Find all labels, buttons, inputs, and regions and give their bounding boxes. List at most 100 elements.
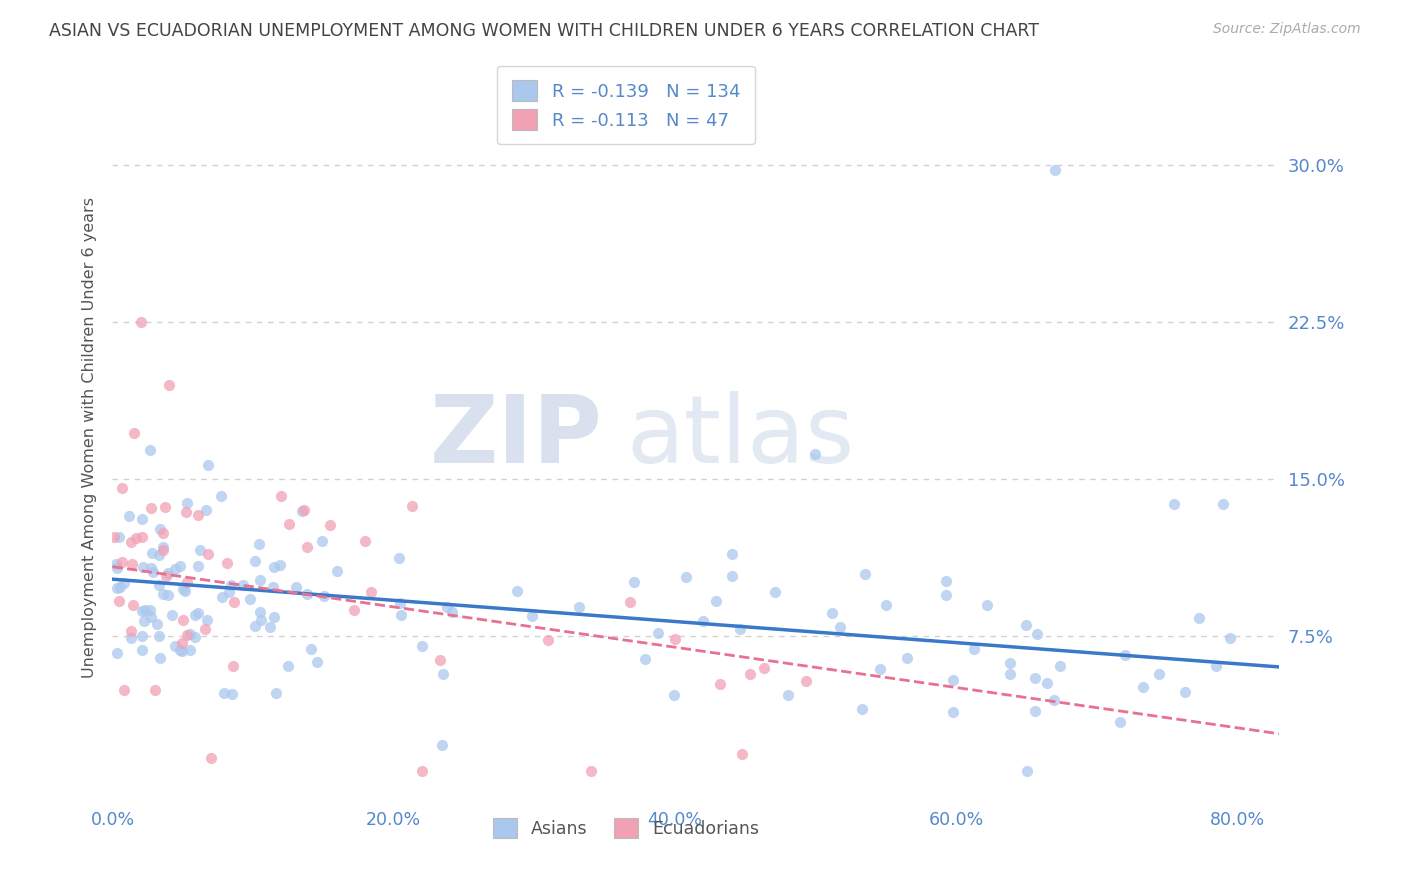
Point bbox=[264, 686, 287, 700]
Point bbox=[152, 541, 174, 555]
Point bbox=[232, 578, 254, 592]
Point bbox=[214, 686, 236, 700]
Point bbox=[728, 622, 751, 636]
Point bbox=[104, 558, 127, 572]
Point bbox=[146, 617, 169, 632]
Point bbox=[170, 636, 193, 650]
Point bbox=[195, 503, 218, 517]
Point bbox=[105, 581, 128, 595]
Point bbox=[319, 517, 342, 532]
Point bbox=[623, 574, 645, 589]
Point bbox=[149, 651, 172, 665]
Point bbox=[148, 578, 170, 592]
Point bbox=[141, 561, 163, 575]
Point bbox=[721, 568, 744, 582]
Point bbox=[160, 608, 183, 623]
Point bbox=[311, 533, 333, 548]
Point bbox=[794, 673, 817, 688]
Point bbox=[1024, 705, 1046, 719]
Text: ASIAN VS ECUADORIAN UNEMPLOYMENT AMONG WOMEN WITH CHILDREN UNDER 6 YEARS CORRELA: ASIAN VS ECUADORIAN UNEMPLOYMENT AMONG W… bbox=[49, 22, 1039, 40]
Point bbox=[239, 591, 262, 606]
Point bbox=[184, 608, 207, 623]
Point bbox=[269, 558, 291, 572]
Point bbox=[139, 500, 162, 515]
Point bbox=[935, 589, 957, 603]
Point bbox=[215, 556, 238, 570]
Point bbox=[156, 566, 179, 580]
Point bbox=[108, 580, 131, 594]
Point bbox=[169, 559, 191, 574]
Point bbox=[505, 583, 527, 598]
Point bbox=[174, 505, 197, 519]
Point bbox=[704, 594, 727, 608]
Point bbox=[869, 662, 891, 676]
Point bbox=[169, 643, 191, 657]
Point bbox=[131, 512, 153, 526]
Point bbox=[411, 639, 433, 653]
Point bbox=[112, 683, 135, 698]
Point bbox=[148, 548, 170, 562]
Point bbox=[122, 598, 145, 612]
Point bbox=[963, 642, 986, 657]
Point bbox=[731, 747, 754, 761]
Point bbox=[1109, 714, 1132, 729]
Point bbox=[131, 643, 153, 657]
Point bbox=[187, 508, 209, 523]
Point bbox=[176, 575, 198, 590]
Point bbox=[1163, 497, 1185, 511]
Point bbox=[143, 683, 166, 698]
Point bbox=[1149, 667, 1171, 681]
Point bbox=[221, 687, 243, 701]
Point bbox=[120, 535, 142, 549]
Point bbox=[312, 589, 335, 603]
Point bbox=[343, 603, 366, 617]
Point bbox=[692, 615, 714, 629]
Point bbox=[432, 666, 454, 681]
Point bbox=[1024, 671, 1046, 685]
Point bbox=[1114, 648, 1136, 662]
Point bbox=[142, 565, 165, 579]
Point bbox=[278, 517, 301, 532]
Point bbox=[245, 554, 267, 568]
Point bbox=[295, 587, 318, 601]
Point bbox=[132, 560, 155, 574]
Point bbox=[401, 499, 423, 513]
Point bbox=[675, 570, 697, 584]
Point bbox=[520, 609, 543, 624]
Point bbox=[1043, 693, 1066, 707]
Point bbox=[188, 543, 211, 558]
Point bbox=[647, 626, 669, 640]
Point bbox=[222, 595, 245, 609]
Point bbox=[721, 547, 744, 561]
Point bbox=[1000, 667, 1022, 681]
Point bbox=[120, 624, 142, 639]
Point bbox=[148, 629, 170, 643]
Point bbox=[259, 620, 281, 634]
Point bbox=[942, 673, 965, 687]
Point bbox=[1188, 611, 1211, 625]
Point bbox=[942, 705, 965, 719]
Point bbox=[662, 688, 685, 702]
Point bbox=[1132, 680, 1154, 694]
Point bbox=[152, 587, 174, 601]
Point bbox=[1174, 685, 1197, 699]
Point bbox=[1025, 627, 1047, 641]
Point bbox=[851, 702, 873, 716]
Point bbox=[118, 509, 141, 524]
Point bbox=[211, 590, 233, 604]
Point bbox=[197, 458, 219, 472]
Point bbox=[1219, 631, 1241, 645]
Point bbox=[263, 560, 285, 574]
Point bbox=[1036, 675, 1059, 690]
Point bbox=[249, 606, 271, 620]
Point bbox=[568, 599, 591, 614]
Point bbox=[163, 639, 186, 653]
Point bbox=[131, 629, 153, 643]
Point bbox=[277, 658, 299, 673]
Text: atlas: atlas bbox=[626, 391, 855, 483]
Point bbox=[354, 533, 377, 548]
Point bbox=[139, 443, 162, 458]
Point bbox=[131, 530, 153, 544]
Point bbox=[1015, 617, 1038, 632]
Point bbox=[111, 481, 134, 495]
